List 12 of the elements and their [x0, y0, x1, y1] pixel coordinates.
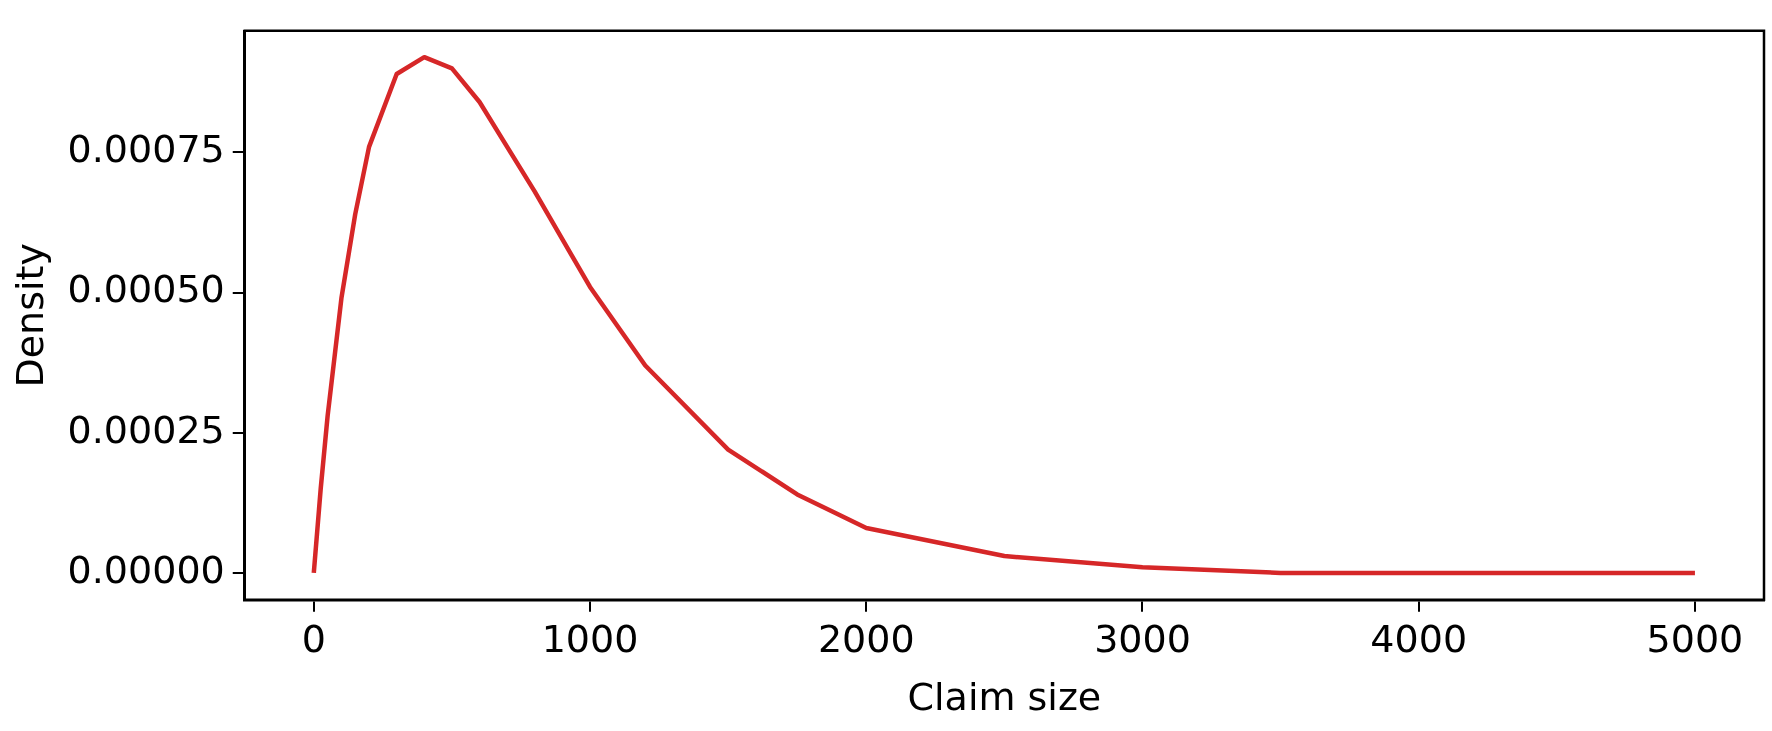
y-tick-label: 0.00075: [67, 127, 225, 172]
y-axis-title: Density: [7, 243, 52, 388]
x-tick-label: 1000: [541, 617, 639, 662]
y-tick-label: 0.00000: [67, 547, 225, 592]
y-tick-label: 0.00050: [67, 267, 225, 312]
x-tick-label: 4000: [1370, 617, 1468, 662]
x-tick-label: 2000: [817, 617, 915, 662]
x-tick-label: 0: [301, 617, 326, 662]
x-tick-label: 5000: [1646, 617, 1744, 662]
x-axis-title: Claim size: [907, 675, 1102, 720]
x-tick-label: 3000: [1094, 617, 1191, 662]
y-tick-label: 0.00025: [67, 407, 225, 452]
